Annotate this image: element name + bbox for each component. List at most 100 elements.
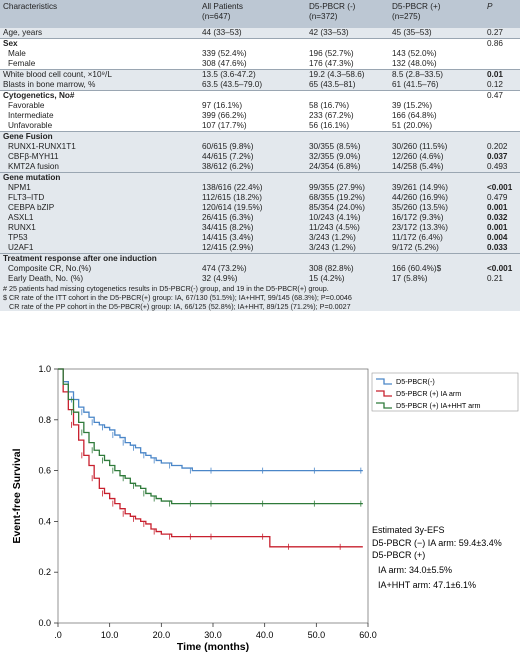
cell-neg: 99/355 (27.9%) <box>306 183 389 193</box>
cell-p-value: 0.037 <box>484 152 520 162</box>
cell-all <box>199 131 306 142</box>
x-axis-label: Time (months) <box>177 641 249 653</box>
cell-p-value: 0.479 <box>484 193 520 203</box>
footnote-cytogenetics: # 25 patients had missing cytogenetics r… <box>0 284 520 293</box>
cell-pos: 143 (52.0%) <box>392 49 437 58</box>
legend-swatch <box>376 402 392 409</box>
cell-label: Treatment response after one induction <box>0 253 199 264</box>
cell-p-value <box>484 59 520 70</box>
y-tick-label: 0.6 <box>38 466 51 476</box>
cell-neg <box>306 38 389 49</box>
cell-neg: 3/243 (1.2%) <box>306 233 389 243</box>
cell-label: KMT2A fusion <box>0 162 199 173</box>
table-row: Cytogenetics, No# 0.47 <box>0 90 520 101</box>
cell-p-value: 0.12 <box>484 80 520 91</box>
cell-pos: 11/172 (6.4%) <box>389 233 484 243</box>
cell-neg: 196 (52.7%) <box>309 49 354 58</box>
cell-label: Favorable <box>8 101 45 110</box>
efs-figure: .0 10.0 20.0 30.0 40.0 50.0 60.0 0.0 0.2 0.4 0.6 0.… <box>0 364 520 660</box>
x-tick-label: 20.0 <box>153 630 171 640</box>
table-row: CEBPA bZIP 120/614 (19.5%) 85/354 (24.0%) 3… <box>0 203 520 213</box>
table-row: Early Death, No. (%) 32 (4.9%) 15 (4.2%) 17… <box>0 274 520 284</box>
table-row: U2AF1 12/415 (2.9%) 3/243 (1.2%) 9/172 (5.2… <box>0 243 520 254</box>
cell-label: CBFβ-MYH11 <box>0 152 199 162</box>
cell-p-value <box>484 111 520 121</box>
cell-all: 14/415 (3.4%) <box>199 233 306 243</box>
table-row: Favorable 97 (16.1%) 58 (16.7%) 39 (15.2%) <box>0 101 520 111</box>
cell-all: 44 (33–53) <box>199 28 306 39</box>
table-row: FLT3–ITD 112/615 (18.2%) 68/355 (19.2%) 44/… <box>0 193 520 203</box>
cell-all: 112/615 (18.2%) <box>199 193 306 203</box>
cell-label: Intermediate <box>8 111 54 120</box>
cell-p-value: 0.202 <box>484 142 520 152</box>
cell-label: Blasts in bone marrow, % <box>0 80 199 91</box>
cell-neg: 233 (67.2%) <box>309 111 354 120</box>
cell-label: Sex <box>0 38 199 49</box>
cell-all: 44/615 (7.2%) <box>199 152 306 162</box>
cell-p-value: 0.033 <box>484 243 520 254</box>
table-row: KMT2A fusion 38/612 (6.2%) 24/354 (6.8%) 14… <box>0 162 520 173</box>
cell-p-value <box>484 121 520 132</box>
cell-all: 138/616 (22.4%) <box>199 183 306 193</box>
footnote-cr-pp: CR rate of the PP cohort in the D5-PBCR(… <box>0 302 520 311</box>
cell-label: FLT3–ITD <box>0 193 199 203</box>
table-row: Composite CR, No.(%) 474 (73.2%) 308 (82.8… <box>0 264 520 274</box>
cell-p-value: 0.01 <box>484 69 520 80</box>
annotation-line-3: IA arm: 34.0±5.5% <box>378 565 452 575</box>
table-row: CBFβ-MYH11 44/615 (7.2%) 32/355 (9.0%) 12/2… <box>0 152 520 162</box>
cell-label: Gene mutation <box>0 172 199 183</box>
cell-pos: 12/260 (4.6%) <box>389 152 484 162</box>
cell-neg: 24/354 (6.8%) <box>306 162 389 173</box>
table-row: RUNX1-RUNX1T1 60/615 (9.8%) 30/355 (8.5%) 3… <box>0 142 520 152</box>
series-line-2 <box>58 368 363 505</box>
cell-neg: 19.2 (4.3–58.6) <box>306 69 389 80</box>
characteristics-table-container: Characteristics All Patients (n=647) D5-P… <box>0 0 520 311</box>
footnote-cr-itt: $ CR rate of the ITT cohort in the D5-PB… <box>0 293 520 302</box>
cell-pos: 14/258 (5.4%) <box>389 162 484 173</box>
cell-pos: 30/260 (11.5%) <box>389 142 484 152</box>
cell-label: Cytogenetics, No# <box>0 90 199 101</box>
table-row: Sex 0.86 <box>0 38 520 49</box>
cell-label: TP53 <box>0 233 199 243</box>
characteristics-table: Characteristics All Patients (n=647) D5-P… <box>0 0 520 284</box>
legend-entry: D5-PBCR (+) IA+HHT arm <box>396 401 481 410</box>
table-row: TP53 14/415 (3.4%) 3/243 (1.2%) 11/172 (6.4… <box>0 233 520 243</box>
cell-neg: 10/243 (4.1%) <box>306 213 389 223</box>
cell-label: ASXL1 <box>0 213 199 223</box>
cell-pos: 132 (48.0%) <box>392 59 437 68</box>
table-row: Gene mutation <box>0 172 520 183</box>
cell-pos: 166 (64.8%) <box>392 111 437 120</box>
header-pbcr-negative: D5-PBCR (-) (n=372) <box>306 0 389 28</box>
cell-all: 63.5 (43.5–79.0) <box>199 80 306 91</box>
cell-p-value <box>484 101 520 111</box>
efs-kaplan-meier-chart: .0 10.0 20.0 30.0 40.0 50.0 60.0 0.0 0.2 0.4 0.6 0.… <box>11 364 519 653</box>
legend-swatch <box>376 390 392 397</box>
cell-neg: 176 (47.3%) <box>309 59 354 68</box>
cell-all: 120/614 (19.5%) <box>199 203 306 213</box>
cell-neg: 65 (43.5–81) <box>306 80 389 91</box>
x-tick-label: 40.0 <box>256 630 274 640</box>
plot-area <box>57 368 369 624</box>
table-row: RUNX1 34/415 (8.2%) 11/243 (4.5%) 23/172 (1… <box>0 223 520 233</box>
table-body: Age, years 44 (33–53) 42 (33–53) 45 (35–53)… <box>0 28 520 284</box>
cell-p-value: 0.27 <box>484 28 520 39</box>
cell-pos: 17 (5.8%) <box>389 274 484 284</box>
cell-label: Gene Fusion <box>0 131 199 142</box>
cell-neg: 58 (16.7%) <box>309 101 350 110</box>
x-tick-label: .0 <box>54 630 62 640</box>
cell-pos: 39 (15.2%) <box>392 101 433 110</box>
cell-all: 474 (73.2%) <box>199 264 306 274</box>
cell-p-value <box>484 49 520 59</box>
legend-swatch <box>376 378 392 385</box>
y-tick-label: 1.0 <box>38 365 51 374</box>
cell-neg <box>306 172 389 183</box>
header-all-patients: All Patients (n=647) <box>199 0 306 28</box>
cell-pos: 166 (60.4%)$ <box>389 264 484 274</box>
cell-p-value: 0.86 <box>484 38 520 49</box>
cell-pos: 23/172 (13.3%) <box>389 223 484 233</box>
table-row: Intermediate 399 (66.2%) 233 (67.2%) 166 (6… <box>0 111 520 121</box>
table-row: Male 339 (52.4%) 196 (52.7%) 143 (52.0%) <box>0 49 520 59</box>
cell-all: 107 (17.7%) <box>202 121 247 130</box>
cell-neg <box>306 253 389 264</box>
cell-label: White blood cell count, ×10⁹/L <box>0 69 199 80</box>
